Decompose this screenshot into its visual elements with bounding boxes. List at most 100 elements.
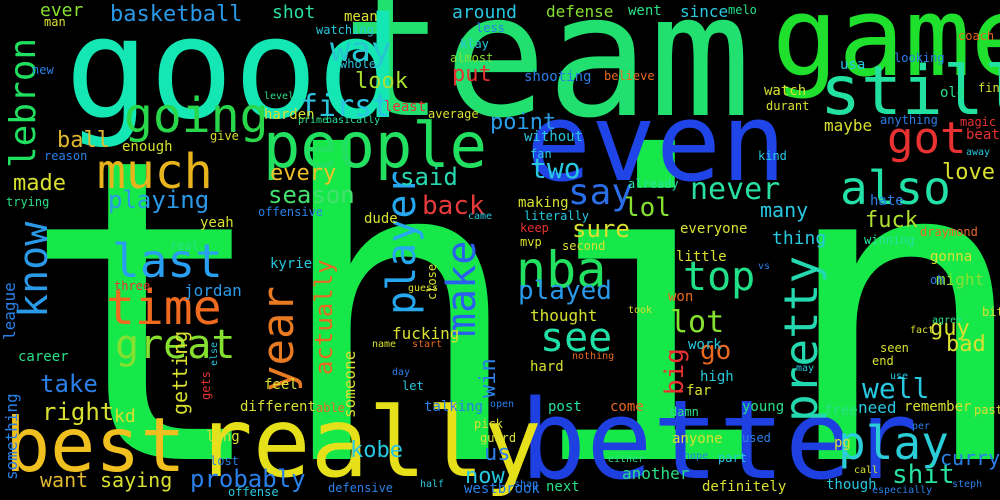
word: dude: [364, 211, 398, 227]
word: ever: [40, 0, 84, 21]
word: believe: [604, 69, 655, 83]
word: us: [484, 441, 511, 466]
word: defensive: [328, 481, 394, 495]
word: league: [0, 282, 19, 340]
word: jordan: [184, 281, 242, 300]
word: around: [452, 2, 518, 23]
word: man: [44, 15, 66, 29]
word: hate: [870, 193, 904, 209]
word: agree: [932, 315, 963, 326]
word: went: [628, 3, 662, 19]
word: post: [548, 399, 582, 415]
word: usa: [840, 57, 866, 73]
word: sure: [572, 215, 630, 243]
word: first: [300, 89, 391, 124]
word: different: [240, 399, 316, 415]
word: winning: [864, 233, 915, 247]
word: fuck: [865, 208, 918, 233]
word: find: [978, 81, 1000, 95]
word: second: [562, 239, 606, 253]
word: seen: [880, 341, 909, 355]
word: hard: [530, 359, 564, 375]
word: beat: [966, 127, 1000, 143]
word: lost: [210, 454, 239, 468]
word: fan: [530, 147, 552, 161]
word: kind: [758, 149, 787, 163]
word: name: [372, 339, 397, 350]
word: guess: [408, 283, 439, 294]
word: westbrook: [464, 481, 540, 497]
word: high: [700, 369, 734, 385]
word: part: [718, 451, 747, 465]
word: pg: [834, 435, 851, 451]
word: half: [420, 479, 445, 490]
word: guy: [930, 316, 970, 341]
word: hope: [684, 451, 709, 462]
word: look: [355, 69, 408, 94]
word: average: [428, 107, 479, 121]
word: watching: [316, 23, 374, 37]
word: old: [940, 85, 966, 101]
word: open: [490, 399, 515, 410]
word: see: [540, 315, 613, 361]
word: thought: [530, 306, 598, 325]
word: season: [268, 181, 355, 209]
word: mvp: [520, 235, 542, 249]
word: draymond: [920, 225, 978, 239]
word: use: [890, 371, 909, 382]
word: shooting: [524, 69, 592, 85]
word: anyone: [672, 431, 723, 447]
word: young: [742, 399, 785, 415]
word: put: [452, 62, 492, 87]
word: close: [425, 263, 439, 300]
word: guard: [480, 431, 517, 445]
word: great: [115, 322, 236, 368]
word: prime: [298, 115, 329, 126]
word: took: [628, 305, 653, 316]
word: better: [520, 376, 918, 500]
word: every: [270, 161, 337, 186]
word: offense: [228, 485, 279, 499]
word: pick: [474, 417, 503, 431]
word: almost: [450, 51, 494, 65]
word: bit: [982, 305, 1000, 319]
word: many: [760, 198, 809, 222]
word: give: [210, 129, 239, 143]
word: klay: [460, 37, 489, 51]
word: may: [796, 363, 815, 374]
word: big: [660, 348, 690, 395]
word: good: [65, 0, 403, 151]
word: lol: [624, 193, 671, 223]
word: steph: [952, 479, 983, 490]
word: shot: [272, 2, 316, 23]
word: gonna: [930, 249, 973, 265]
word: especially: [872, 485, 933, 496]
word: might: [936, 270, 985, 289]
word: little: [676, 249, 727, 265]
word: lebron: [3, 37, 44, 168]
word: go: [700, 336, 732, 366]
word: literally: [524, 209, 590, 223]
word: best: [5, 401, 186, 489]
word: real: [170, 239, 199, 253]
word: play: [838, 416, 949, 470]
word: still: [820, 52, 1000, 131]
word: level: [264, 91, 295, 102]
word: shaq: [514, 479, 539, 490]
word: top: [683, 254, 756, 300]
word: well: [862, 372, 930, 405]
word: come: [610, 399, 644, 415]
word: start: [412, 339, 443, 350]
word: way: [330, 30, 392, 70]
word: new: [32, 63, 54, 77]
word: time: [106, 280, 222, 336]
word: fact: [910, 325, 935, 336]
word: melo: [728, 3, 757, 17]
word: came: [468, 211, 493, 222]
word: enough: [122, 139, 173, 155]
word: remember: [904, 399, 972, 415]
word: love: [942, 160, 995, 185]
word: definitely: [702, 479, 787, 495]
word: watch: [764, 83, 807, 99]
